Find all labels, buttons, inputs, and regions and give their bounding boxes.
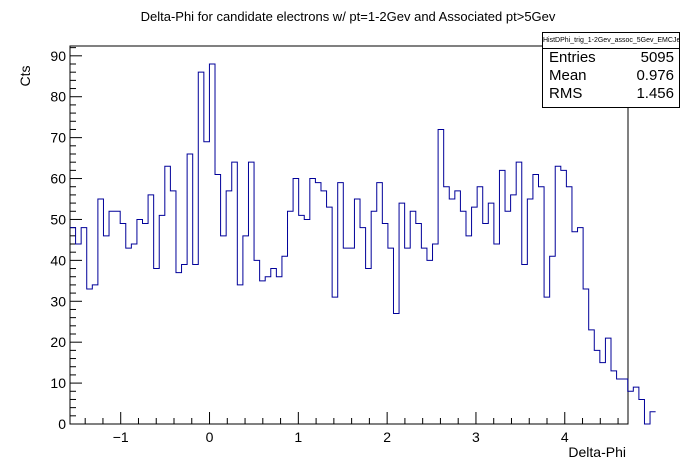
stats-mean-label: Mean bbox=[549, 67, 587, 84]
axes-group: 0 10 20 30 40 50 60 70 80 90 −1 0 1 2 3 4 bbox=[50, 47, 619, 445]
x-tick-label: 1 bbox=[294, 429, 302, 445]
stats-rms-row: RMS 1.456 bbox=[543, 85, 679, 103]
stats-hist-name: HistDPhi_trig_1-2Gev_assoc_5Gev_EMCJet bbox=[543, 33, 679, 49]
y-tick-label: 80 bbox=[50, 89, 66, 105]
y-tick-label: 0 bbox=[58, 416, 66, 432]
stats-rms-value: 1.456 bbox=[636, 85, 674, 102]
y-axis-label: Cts bbox=[17, 66, 33, 87]
plot-frame bbox=[69, 45, 629, 425]
stats-mean-row: Mean 0.976 bbox=[543, 67, 679, 85]
stats-entries-value: 5095 bbox=[640, 49, 674, 66]
x-axis-label: Delta-Phi bbox=[568, 444, 626, 460]
x-tick-label: 4 bbox=[561, 429, 569, 445]
y-tick-label: 60 bbox=[50, 171, 66, 187]
y-tick-label: 30 bbox=[50, 293, 66, 309]
y-tick-label: 10 bbox=[50, 375, 66, 391]
x-tick-label: 3 bbox=[472, 429, 480, 445]
x-tick-label: 2 bbox=[383, 429, 391, 445]
stats-entries-row: Entries 5095 bbox=[543, 49, 679, 67]
x-tick-label: −1 bbox=[113, 429, 129, 445]
histogram-line bbox=[70, 63, 656, 425]
y-tick-label: 40 bbox=[50, 252, 66, 268]
chart-title: Delta-Phi for candidate electrons w/ pt=… bbox=[141, 9, 556, 24]
stats-entries-label: Entries bbox=[549, 49, 596, 66]
stats-box: HistDPhi_trig_1-2Gev_assoc_5Gev_EMCJet E… bbox=[542, 32, 680, 108]
stats-rms-label: RMS bbox=[549, 85, 583, 102]
y-tick-label: 50 bbox=[50, 211, 66, 227]
y-tick-label: 20 bbox=[50, 334, 66, 350]
x-tick-label: 0 bbox=[206, 429, 214, 445]
y-tick-label: 90 bbox=[50, 48, 66, 64]
stats-mean-value: 0.976 bbox=[636, 67, 674, 84]
y-tick-label: 70 bbox=[50, 130, 66, 146]
